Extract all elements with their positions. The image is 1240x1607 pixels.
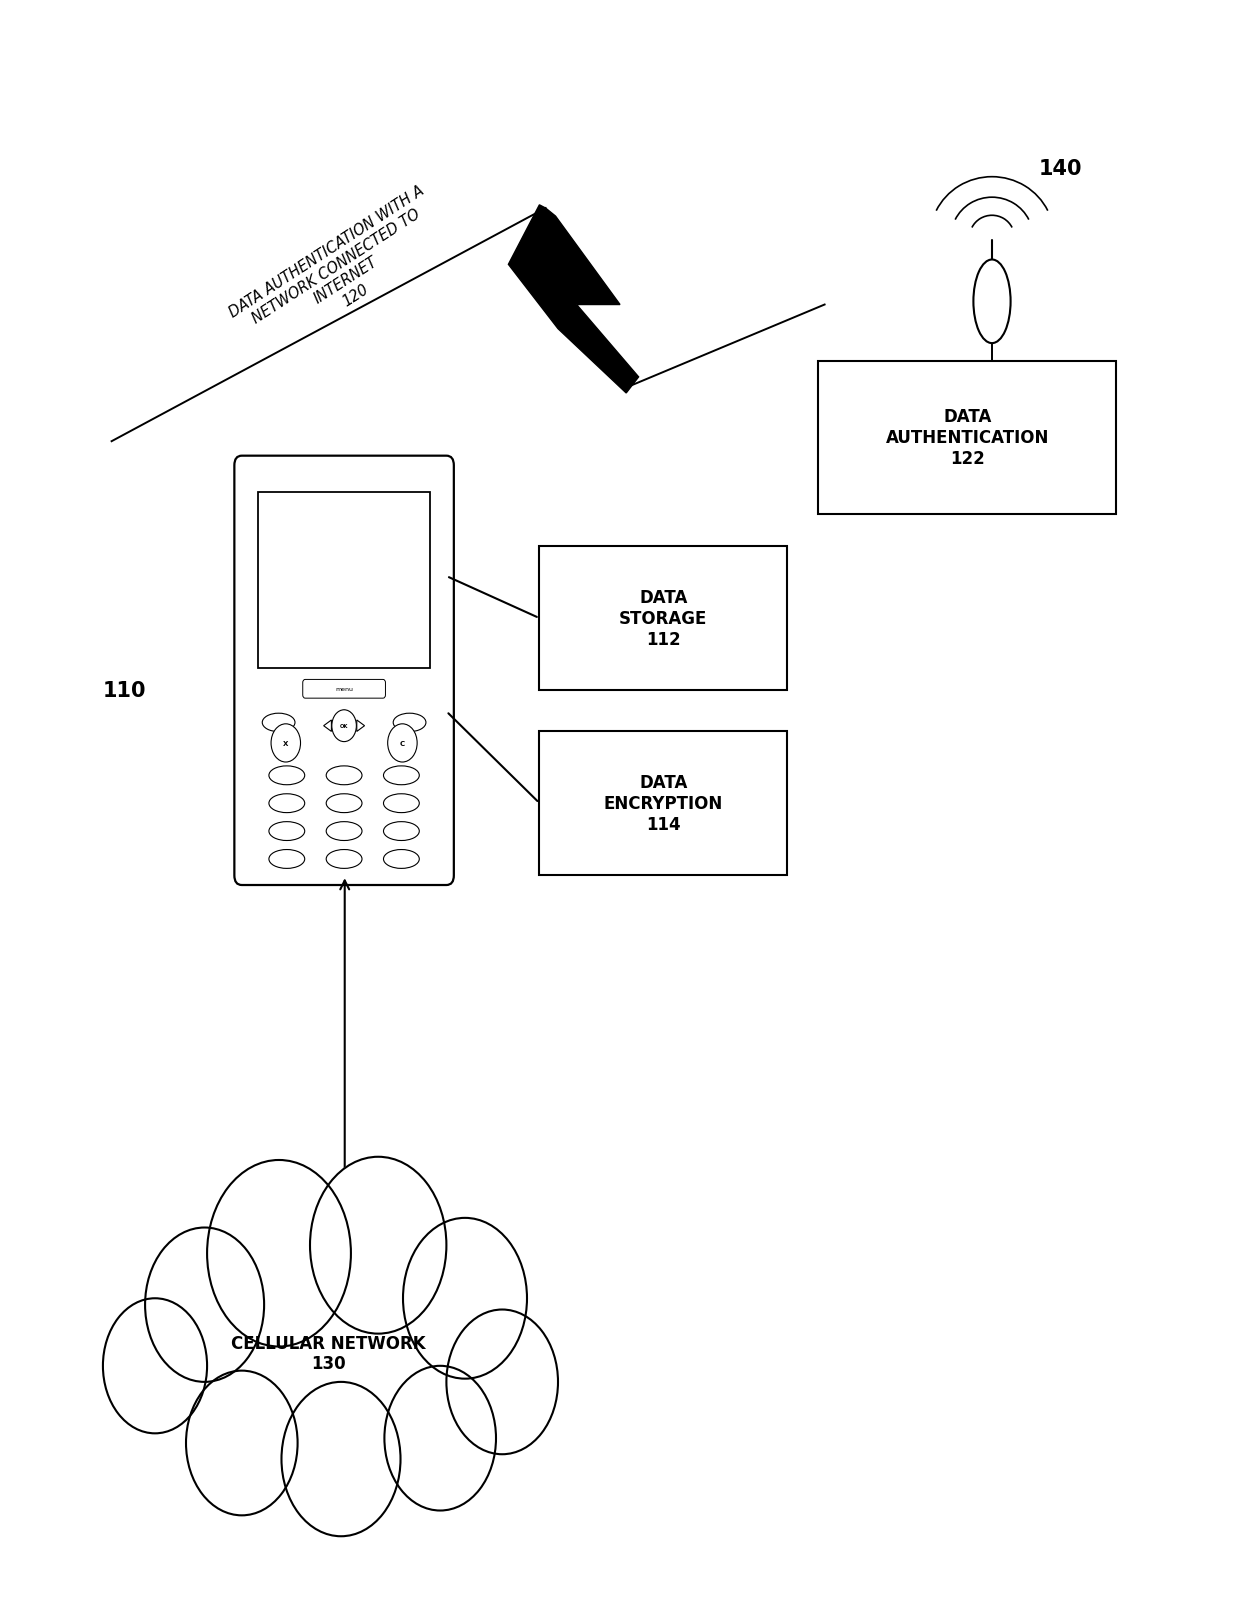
- Ellipse shape: [326, 767, 362, 786]
- Ellipse shape: [263, 714, 295, 733]
- Polygon shape: [508, 206, 639, 394]
- Circle shape: [446, 1310, 558, 1454]
- Ellipse shape: [326, 794, 362, 813]
- Circle shape: [207, 1160, 351, 1347]
- Ellipse shape: [269, 794, 305, 813]
- Ellipse shape: [383, 794, 419, 813]
- Polygon shape: [335, 734, 353, 741]
- Text: DATA
STORAGE
112: DATA STORAGE 112: [619, 588, 708, 649]
- Polygon shape: [335, 710, 353, 718]
- Circle shape: [145, 1228, 264, 1382]
- Text: CELLULAR NETWORK
130: CELLULAR NETWORK 130: [232, 1334, 425, 1372]
- Text: 140: 140: [1038, 159, 1083, 178]
- Circle shape: [272, 725, 300, 763]
- Text: X: X: [283, 741, 289, 747]
- FancyBboxPatch shape: [539, 546, 787, 691]
- Circle shape: [186, 1371, 298, 1515]
- Ellipse shape: [269, 850, 305, 869]
- Circle shape: [103, 1298, 207, 1433]
- FancyBboxPatch shape: [303, 680, 386, 699]
- Polygon shape: [324, 720, 331, 731]
- Ellipse shape: [269, 823, 305, 840]
- Text: 110: 110: [102, 681, 146, 701]
- Ellipse shape: [383, 767, 419, 786]
- Text: DATA
AUTHENTICATION
122: DATA AUTHENTICATION 122: [885, 408, 1049, 468]
- Text: DATA
ENCRYPTION
114: DATA ENCRYPTION 114: [604, 773, 723, 834]
- FancyBboxPatch shape: [258, 493, 430, 669]
- Text: DATA AUTHENTICATION WITH A
NETWORK CONNECTED TO
INTERNET
120: DATA AUTHENTICATION WITH A NETWORK CONNE…: [227, 183, 455, 363]
- Text: menu: menu: [335, 686, 353, 693]
- Circle shape: [281, 1382, 401, 1536]
- Circle shape: [310, 1157, 446, 1334]
- Circle shape: [403, 1218, 527, 1379]
- Text: C: C: [399, 741, 405, 747]
- Ellipse shape: [269, 767, 305, 786]
- FancyBboxPatch shape: [234, 456, 454, 885]
- FancyBboxPatch shape: [818, 362, 1116, 514]
- Ellipse shape: [973, 260, 1011, 344]
- Ellipse shape: [383, 850, 419, 869]
- Ellipse shape: [326, 823, 362, 840]
- Text: OK: OK: [340, 723, 348, 728]
- Circle shape: [384, 1366, 496, 1511]
- Ellipse shape: [326, 850, 362, 869]
- Circle shape: [332, 710, 356, 742]
- Circle shape: [388, 725, 417, 763]
- Polygon shape: [357, 720, 365, 731]
- Ellipse shape: [393, 714, 427, 733]
- Ellipse shape: [383, 823, 419, 840]
- FancyBboxPatch shape: [539, 731, 787, 876]
